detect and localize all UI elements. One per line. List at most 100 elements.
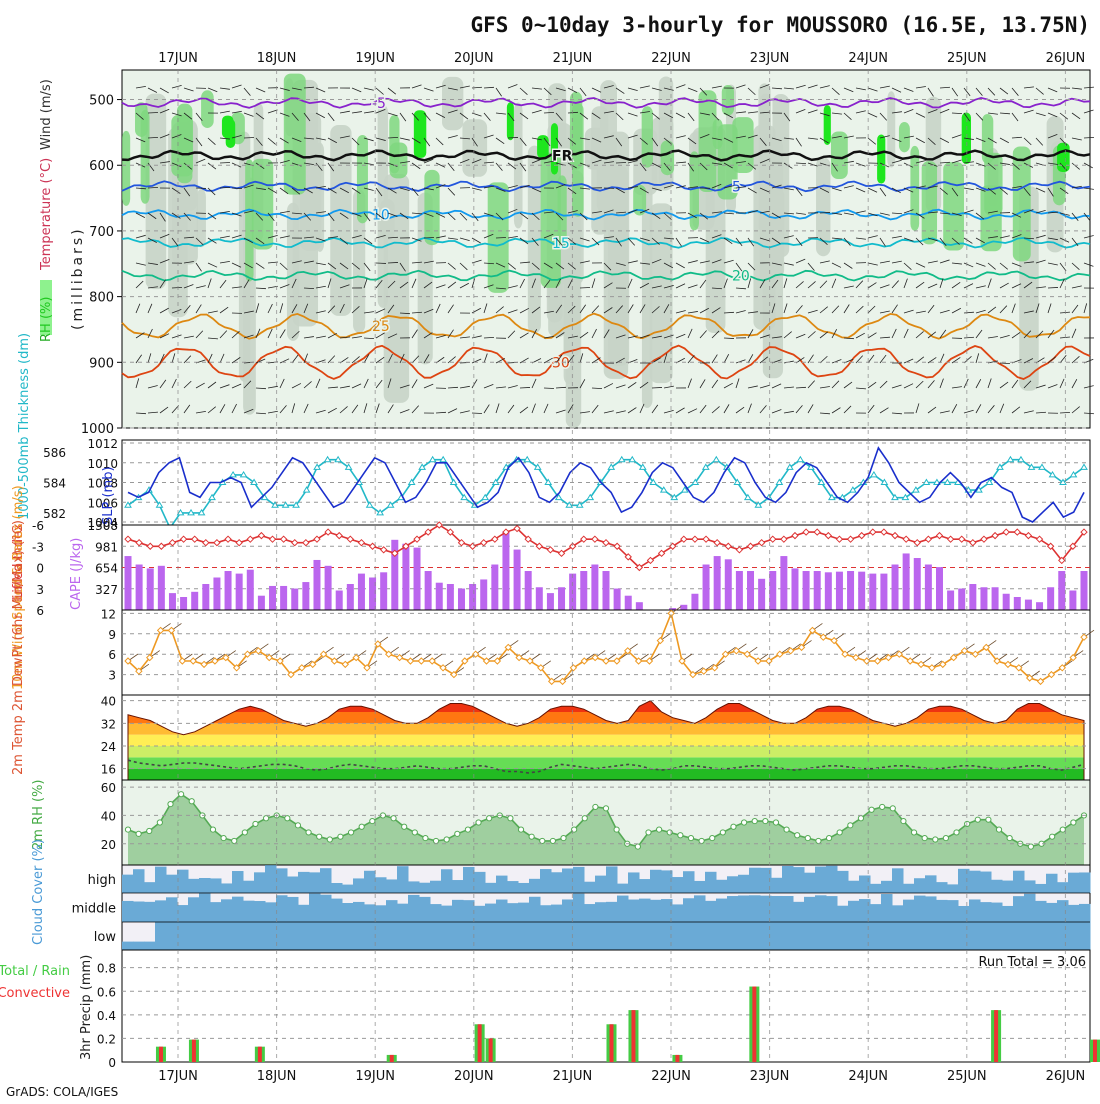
rh-green-patch bbox=[201, 90, 214, 128]
cloud-block bbox=[232, 922, 244, 950]
rh2m-line-point bbox=[157, 820, 162, 825]
cape-bar bbox=[636, 602, 643, 610]
cloud-block bbox=[969, 871, 981, 893]
rh-green-patch bbox=[690, 151, 699, 230]
rh-green-patch bbox=[135, 102, 148, 137]
cloud-block bbox=[716, 899, 728, 922]
cloud-block bbox=[144, 882, 156, 893]
bottom-date-label: 25JUN bbox=[947, 1069, 987, 1084]
chart-title: GFS 0~10day 3-hourly for MOUSSORO (16.5E… bbox=[470, 13, 1090, 37]
cape-bar bbox=[302, 582, 309, 610]
wind10m-tick-label: 9 bbox=[108, 628, 116, 642]
cape-bar bbox=[1069, 591, 1076, 610]
cape-bar bbox=[1003, 594, 1010, 610]
cape-bar bbox=[147, 568, 154, 610]
cape-bar bbox=[958, 589, 965, 610]
rh2m-line-point bbox=[402, 824, 407, 829]
rh-legend-swatch bbox=[40, 280, 52, 335]
cloud-block bbox=[353, 902, 365, 922]
cloud-block bbox=[122, 875, 134, 893]
cloud-block bbox=[815, 922, 827, 950]
cloud-block bbox=[804, 897, 816, 922]
cape-bar bbox=[202, 584, 209, 610]
cloud-block bbox=[496, 900, 508, 922]
cloud-block bbox=[672, 877, 684, 893]
rh2m-line-point bbox=[1060, 827, 1065, 832]
wind-barb bbox=[508, 137, 518, 138]
cloud-block bbox=[1035, 901, 1047, 922]
temp-tick-label: 24 bbox=[101, 740, 116, 754]
cloud-block bbox=[408, 881, 420, 893]
cloud-block bbox=[551, 905, 563, 922]
rh2m-line-point bbox=[826, 835, 831, 840]
cloud-block bbox=[221, 883, 233, 893]
cloud-block bbox=[892, 868, 904, 893]
rh2m-line-point bbox=[540, 838, 545, 843]
cloud-block bbox=[672, 904, 684, 922]
cloud-block bbox=[595, 922, 607, 950]
rh2m-line-point bbox=[327, 837, 332, 842]
cloud-block bbox=[144, 942, 156, 950]
cloud-block bbox=[375, 922, 387, 950]
cloud-block bbox=[287, 897, 299, 922]
precip-conv-bar bbox=[192, 1040, 196, 1062]
bottom-date-label: 20JUN bbox=[454, 1069, 494, 1084]
cloud-block bbox=[155, 900, 167, 922]
cloud-block bbox=[485, 883, 497, 893]
cloud-block bbox=[749, 868, 761, 893]
cape-bar bbox=[125, 556, 132, 610]
rh2m-line-point bbox=[582, 816, 587, 821]
rh2m-line-point bbox=[423, 835, 428, 840]
cape-bar bbox=[258, 596, 265, 610]
cloud-block bbox=[1002, 881, 1014, 893]
bottom-date-label: 17JUN bbox=[158, 1069, 198, 1084]
cloud-block bbox=[617, 896, 629, 922]
pressure-tick-label: 800 bbox=[89, 291, 114, 306]
cloud-block bbox=[507, 903, 519, 922]
rh2m-line-point bbox=[391, 816, 396, 821]
wind-barb bbox=[244, 137, 254, 138]
cape-bar bbox=[514, 550, 521, 610]
rh-green-patch bbox=[122, 131, 130, 206]
wind-barb bbox=[520, 387, 530, 388]
rh2m-line-point bbox=[848, 823, 853, 828]
cloud-block bbox=[474, 922, 486, 950]
temp-tick-label: 16 bbox=[101, 763, 116, 777]
temp-band bbox=[122, 723, 1090, 734]
rh2m-line-point bbox=[688, 835, 693, 840]
rh2m-line-point bbox=[657, 827, 662, 832]
temp-band bbox=[122, 735, 1090, 746]
cape-bar bbox=[414, 548, 421, 610]
rh2m-line-point bbox=[550, 838, 555, 843]
temp2m-axis-label: 2m Temp 2m DewPt (6hr Min/Max) (°C) bbox=[11, 520, 26, 775]
precip-total-legend: Total / Rain bbox=[0, 964, 70, 979]
cloud-block bbox=[903, 922, 915, 950]
wind-barb bbox=[388, 262, 398, 263]
cloud-block bbox=[683, 922, 695, 950]
footer-credit: GrADS: COLA/IGES bbox=[6, 1085, 118, 1099]
cloud-block bbox=[1024, 894, 1036, 922]
cloud-block bbox=[199, 922, 211, 950]
cloud-block bbox=[1068, 922, 1080, 950]
cloud-block bbox=[430, 904, 442, 922]
cape-tick-label: 327 bbox=[95, 583, 118, 597]
cape-bar bbox=[191, 592, 198, 610]
precip-conv-bar bbox=[631, 1010, 635, 1062]
cloud-block bbox=[397, 922, 409, 950]
cape-bar bbox=[1014, 597, 1021, 610]
cloud-block bbox=[837, 906, 849, 922]
cloud-block bbox=[991, 903, 1003, 922]
rh2m-line-point bbox=[752, 818, 757, 823]
cloud-block bbox=[353, 922, 365, 950]
cloud-block bbox=[529, 897, 541, 922]
cloud-block bbox=[947, 922, 959, 950]
cloud-block bbox=[925, 875, 937, 893]
cloud-block bbox=[331, 922, 343, 950]
cloud-block bbox=[738, 922, 750, 950]
li-tick-label: -6 bbox=[32, 519, 44, 533]
cloud-block bbox=[540, 905, 552, 922]
cloud-block bbox=[210, 878, 222, 893]
cloud-block bbox=[639, 879, 651, 893]
cloud-block bbox=[1013, 896, 1025, 922]
